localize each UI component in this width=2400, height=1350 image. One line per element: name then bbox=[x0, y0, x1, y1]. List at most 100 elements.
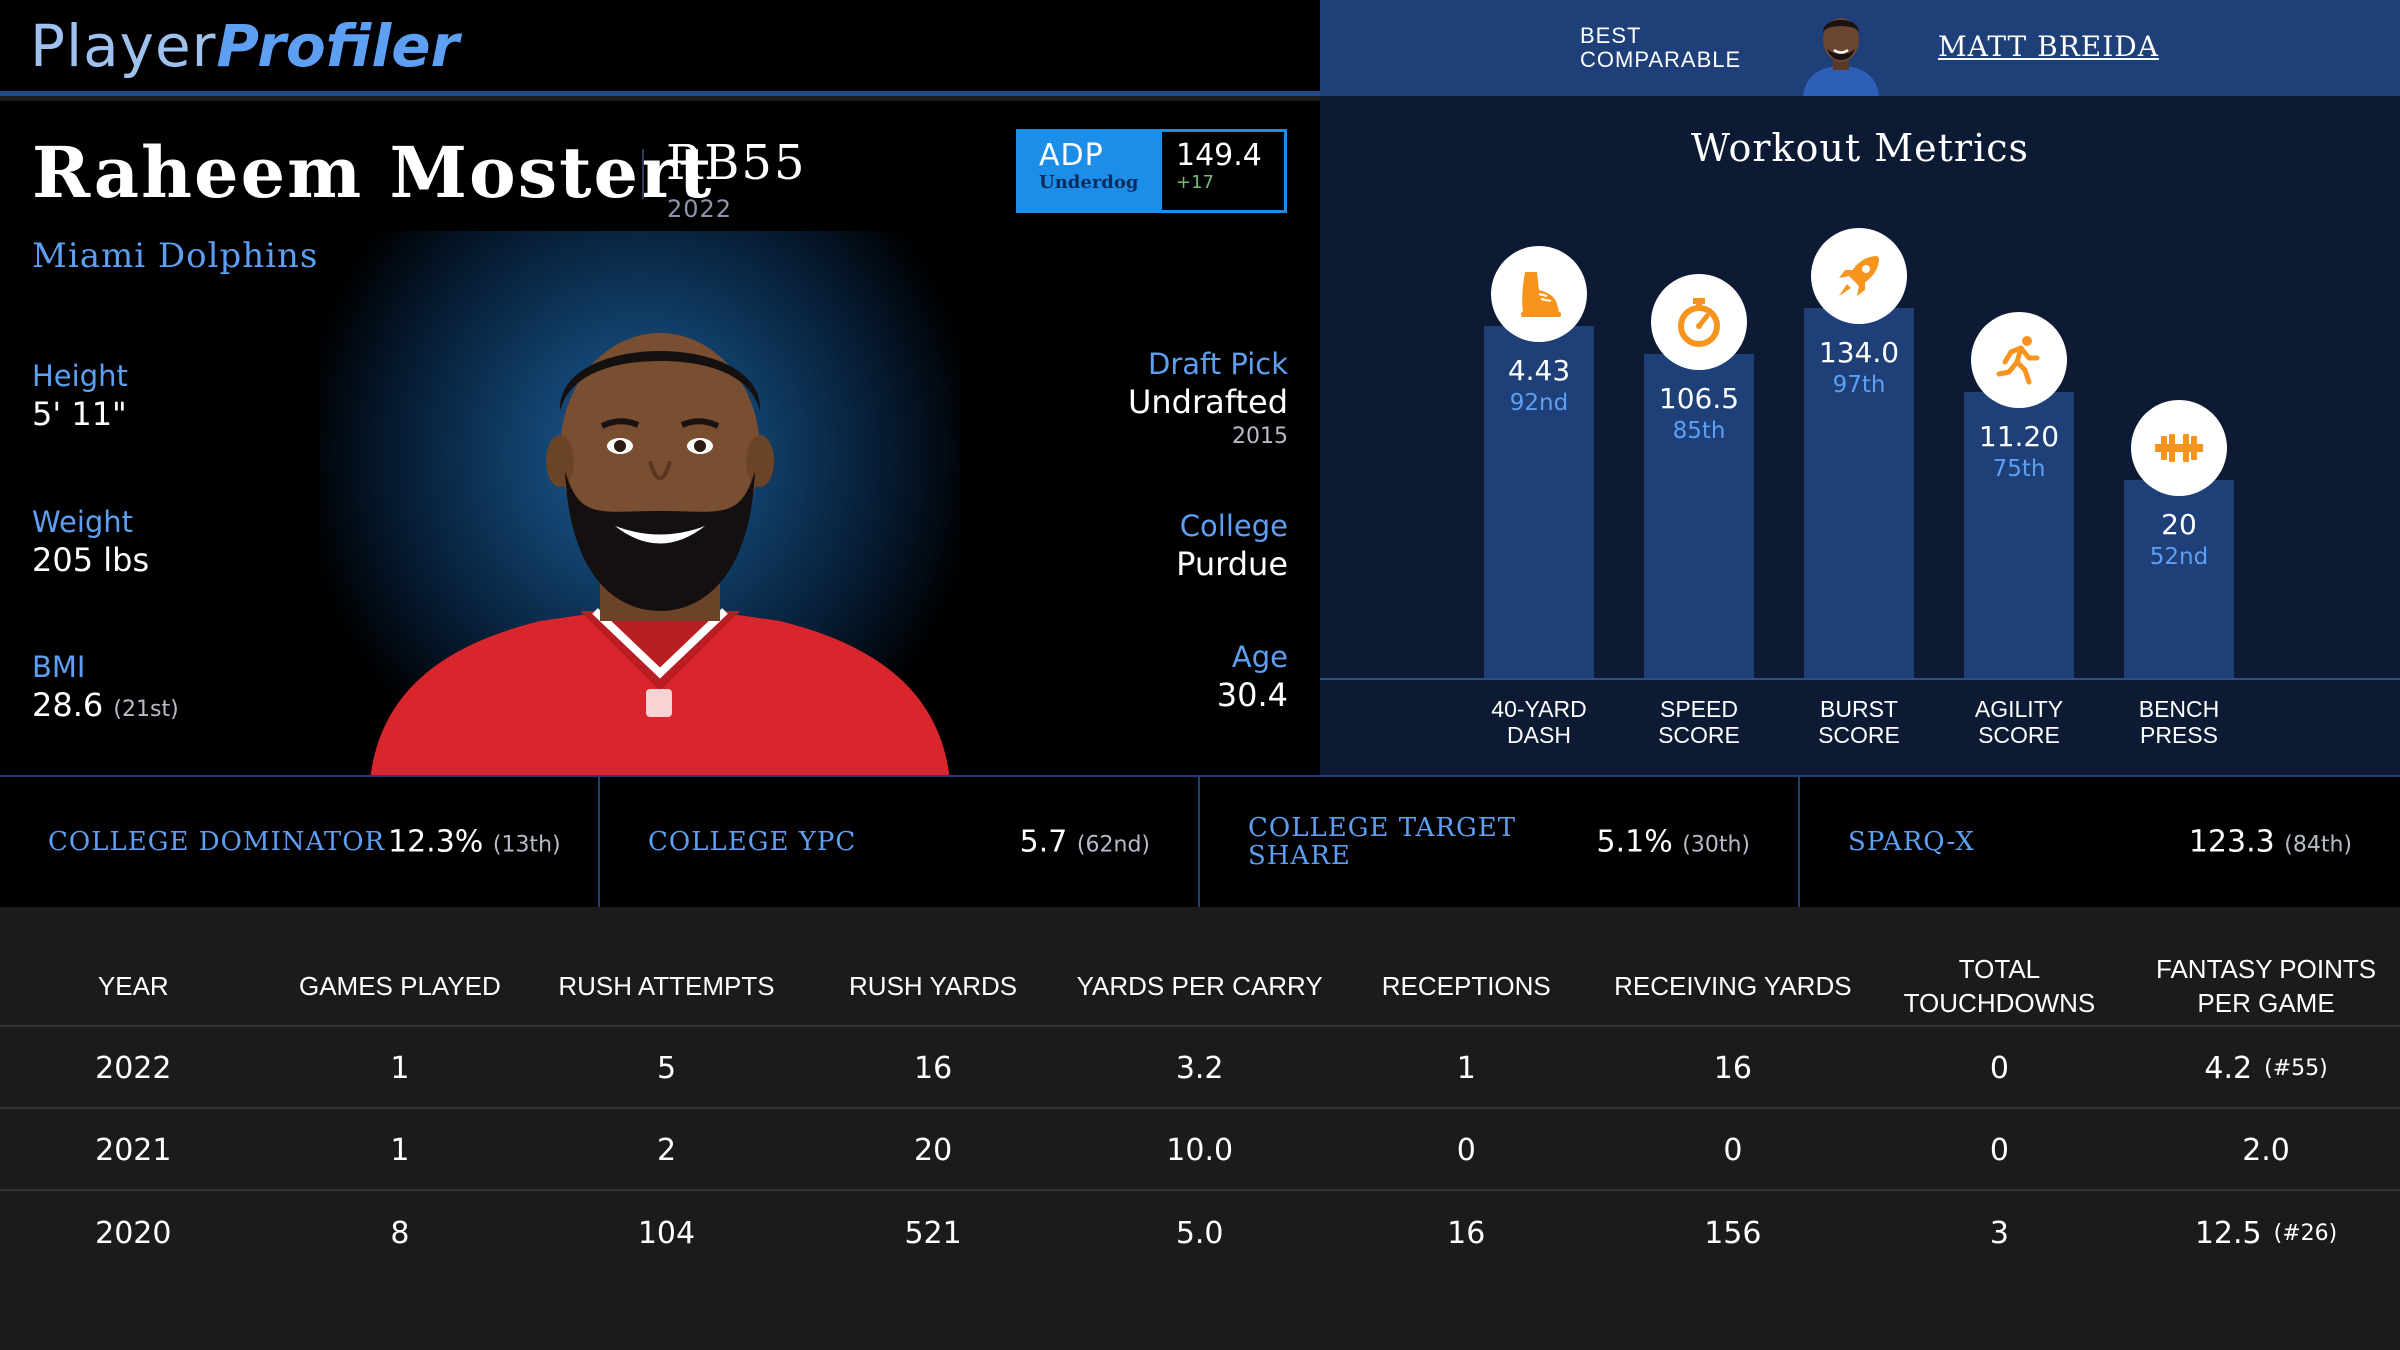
cell-total-touchdowns: 3 bbox=[1989, 1215, 2009, 1251]
cell-games: 1 bbox=[390, 1132, 410, 1168]
height-value: 5' 11" bbox=[32, 395, 127, 433]
name-divider bbox=[642, 149, 644, 199]
fantasy-points-rank: (#55) bbox=[2264, 1055, 2328, 1081]
cell-rush-attempts: 5 bbox=[656, 1050, 677, 1086]
workout-baseline bbox=[1320, 678, 2400, 680]
metric-label-line2: SCORE bbox=[1658, 722, 1740, 748]
fantasy-points-value: 12.5 bbox=[2194, 1215, 2262, 1251]
metric-bar-speed-score bbox=[1644, 354, 1754, 678]
fantasy-points-rank: (#26) bbox=[2273, 1220, 2338, 1246]
column-header-receptions[interactable]: RECEPTIONS bbox=[1381, 971, 1551, 1001]
best-comparable-label-line2: COMPARABLE bbox=[1580, 47, 1742, 72]
metric-value-burst-score: 134.0 bbox=[1818, 336, 1900, 369]
workout-metrics-title: Workout Metrics bbox=[1690, 126, 2030, 170]
logo-text-player: Player bbox=[30, 12, 217, 80]
adp-value: 149.4 bbox=[1176, 138, 1262, 173]
bmi-value: 28.6 bbox=[32, 686, 104, 724]
college-dominator-rank: (13th) bbox=[492, 832, 561, 858]
metric-label-line1: BENCH bbox=[2138, 696, 2220, 722]
cell-year: 2021 bbox=[95, 1132, 172, 1168]
metric-percentile-bench-press: 52nd bbox=[2149, 544, 2209, 570]
bmi-rank: (21st) bbox=[113, 697, 179, 722]
sparq-x-cell: SPARQ-X 123.3 (84th) bbox=[1800, 777, 2400, 907]
cell-fantasy-points: 2.0 bbox=[2133, 1111, 2400, 1189]
bmi-value-row: 28.6 (21st) bbox=[32, 686, 179, 724]
table-row: 2021 1 2 20 10.0 0 0 0 2.0 bbox=[0, 1111, 2400, 1191]
column-header-total-touchdowns[interactable]: TOTAL TOUCHDOWNS bbox=[1903, 954, 2096, 1018]
metric-value-bench-press: 20 bbox=[2161, 508, 2197, 541]
college-target-share-value: 5.1% bbox=[1596, 824, 1673, 860]
cell-year: 2020 bbox=[95, 1215, 172, 1251]
fantasy-points-value: 4.2 bbox=[2204, 1050, 2253, 1086]
college-dominator-label: COLLEGE DOMINATOR bbox=[48, 827, 386, 857]
column-header-rush-yards[interactable]: RUSH YARDS bbox=[849, 971, 1018, 1001]
player-name: Raheem Mostert bbox=[32, 131, 714, 214]
college-label: College bbox=[1179, 509, 1288, 543]
adp-label-block: ADP Underdog bbox=[1019, 132, 1162, 210]
runner-icon bbox=[1971, 312, 2067, 408]
cell-total-touchdowns: 0 bbox=[1989, 1050, 2009, 1086]
metric-percentile-agility-score: 75th bbox=[1992, 456, 2046, 482]
age-value: 30.4 bbox=[1216, 676, 1288, 714]
college-target-share-label-line1: COLLEGE TARGET bbox=[1248, 813, 1517, 843]
college-ypc-value-row: 5.7 (62nd) bbox=[1020, 825, 1150, 860]
column-header-rush-attempts[interactable]: RUSH ATTEMPTS bbox=[558, 971, 775, 1001]
metric-label-line1: SPEED bbox=[1660, 696, 1738, 722]
column-header-games-played[interactable]: GAMES PLAYED bbox=[298, 971, 501, 1001]
college-ypc-label: COLLEGE YPC bbox=[648, 827, 857, 857]
metric-label-burst-score: BURST SCORE bbox=[1779, 696, 1939, 748]
metric-percentile-burst-score: 97th bbox=[1832, 372, 1886, 398]
college-target-share-label: COLLEGE TARGET SHARE bbox=[1248, 814, 1516, 870]
weight-value: 205 lbs bbox=[32, 541, 150, 579]
bmi-label: BMI bbox=[32, 650, 86, 684]
adp-value-block: 149.4 +17 bbox=[1162, 132, 1284, 210]
draft-year: 2015 bbox=[1232, 424, 1288, 449]
cell-rush-attempts: 2 bbox=[656, 1132, 677, 1168]
cell-rush-yards: 20 bbox=[913, 1132, 953, 1168]
sparq-x-value-row: 123.3 (84th) bbox=[2189, 825, 2352, 860]
age-label: Age bbox=[1231, 640, 1288, 674]
adp-label: ADP bbox=[1039, 138, 1104, 173]
metric-percentile-40-yard-dash: 92nd bbox=[1509, 390, 1569, 416]
dumbbell-icon bbox=[2131, 400, 2227, 496]
workout-metrics-panel: Workout Metrics 4.43 92nd 40-YARD DASH 10… bbox=[1320, 96, 2400, 775]
column-header-year[interactable]: YEAR bbox=[97, 971, 169, 1001]
college-ypc-value: 5.7 bbox=[1019, 824, 1068, 860]
cell-rush-attempts: 104 bbox=[637, 1215, 696, 1251]
cell-games: 8 bbox=[390, 1215, 410, 1251]
metric-label-agility-score: AGILITY SCORE bbox=[1939, 696, 2099, 748]
cell-receiving-yards: 16 bbox=[1713, 1050, 1752, 1086]
season-year: 2022 bbox=[667, 195, 733, 223]
college-target-share-cell: COLLEGE TARGET SHARE 5.1% (30th) bbox=[1200, 777, 1800, 907]
column-header-fantasy-points-per-game[interactable]: FANTASY POINTS PER GAME bbox=[2156, 954, 2377, 1018]
metric-value-40-yard-dash: 4.43 bbox=[1507, 354, 1571, 387]
metric-label-line2: PRESS bbox=[2140, 722, 2218, 748]
player-team[interactable]: Miami Dolphins bbox=[32, 236, 319, 276]
metric-label-speed-score: SPEED SCORE bbox=[1619, 696, 1779, 748]
metric-value-speed-score: 106.5 bbox=[1658, 382, 1740, 415]
college-ypc-rank: (62nd) bbox=[1076, 832, 1150, 858]
metric-label-line1: BURST bbox=[1820, 696, 1898, 722]
playerprofiler-logo[interactable]: PlayerProfiler bbox=[30, 14, 459, 78]
table-row: 2020 8 104 521 5.0 16 156 3 12.5 (#26) bbox=[0, 1193, 2400, 1273]
metric-label-line2: SCORE bbox=[1818, 722, 1900, 748]
draft-pick-label: Draft Pick bbox=[1148, 347, 1288, 381]
cell-receptions: 0 bbox=[1456, 1132, 1476, 1168]
best-comparable-bar: BEST COMPARABLE MATT BREIDA bbox=[1320, 0, 2400, 96]
metric-bar-bench-press bbox=[2124, 480, 2234, 678]
sparq-x-value: 123.3 bbox=[2188, 824, 2275, 860]
metric-bar-40-yard-dash bbox=[1484, 326, 1594, 678]
fantasy-points-value: 2.0 bbox=[2242, 1132, 2290, 1168]
metric-label-bench-press: BENCH PRESS bbox=[2099, 696, 2259, 748]
comparable-player-link[interactable]: MATT BREIDA bbox=[1938, 30, 2159, 63]
column-header-yards-per-carry[interactable]: YARDS PER CARRY bbox=[1076, 971, 1323, 1001]
college-target-share-value-row: 5.1% (30th) bbox=[1597, 825, 1751, 860]
player-info-panel: Raheem Mostert RB55 2022 Miami Dolphins … bbox=[0, 101, 1320, 775]
adp-change: +17 bbox=[1176, 172, 1214, 193]
college-target-share-rank: (30th) bbox=[1682, 832, 1750, 858]
rocket-icon bbox=[1811, 228, 1907, 324]
best-comparable-label: BEST COMPARABLE bbox=[1580, 24, 1741, 72]
player-headshot bbox=[370, 333, 950, 775]
column-header-receiving-yards[interactable]: RECEIVING YARDS bbox=[1614, 971, 1852, 1001]
sparq-x-rank: (84th) bbox=[2284, 832, 2352, 858]
